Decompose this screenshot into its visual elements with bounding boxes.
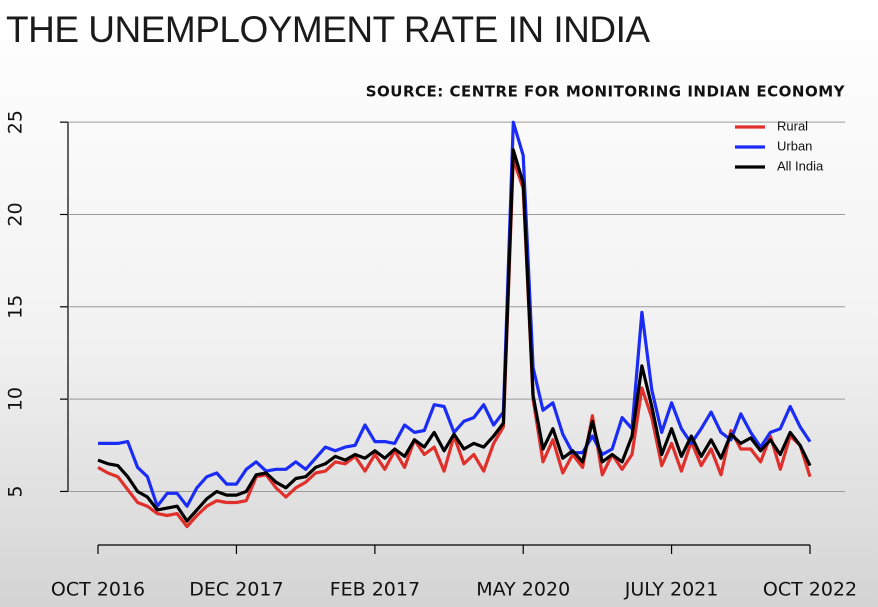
x-tick-label: FEB 2017 <box>330 579 420 601</box>
x-tick-label: OCT 2016 <box>51 579 145 601</box>
y-tick-label: 10 <box>5 387 27 411</box>
series-line <box>98 120 812 508</box>
x-tick-label: MAY 2020 <box>476 579 570 601</box>
chart-source: SOURCE: CENTRE FOR MONITORING INDIAN ECO… <box>366 83 846 101</box>
y-tick-label: 20 <box>5 202 27 226</box>
y-tick-label: 25 <box>5 110 27 134</box>
legend-label: All India <box>777 158 824 173</box>
x-tick-label: DEC 2017 <box>189 579 283 601</box>
x-tick-label: OCT 2022 <box>763 579 857 601</box>
legend-label: Urban <box>777 138 812 153</box>
x-tick-label: JULY 2021 <box>624 579 719 601</box>
legend-label: Rural <box>777 118 808 133</box>
y-tick-label: 5 <box>5 485 27 497</box>
chart-title: THE UNEMPLOYMENT RATE IN INDIA <box>6 9 650 50</box>
series-line <box>97 148 812 523</box>
y-tick-label: 15 <box>5 295 27 319</box>
